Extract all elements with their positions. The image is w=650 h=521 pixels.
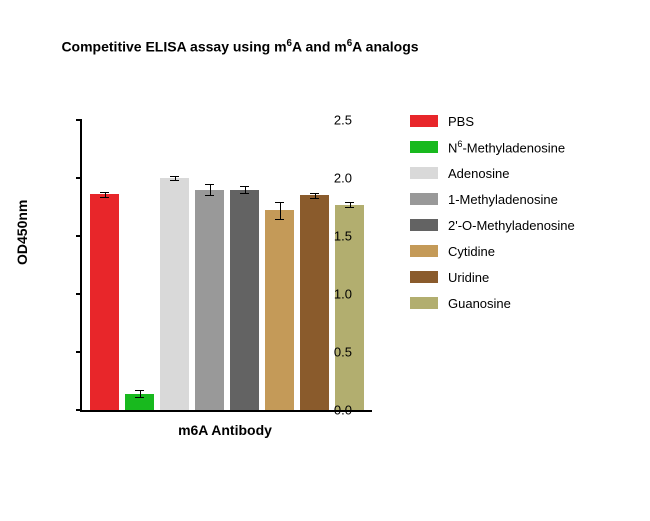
error-cap [310, 193, 319, 194]
legend-item: N6-Methyladenosine [410, 134, 575, 160]
legend-item: 2'-O-Methyladenosine [410, 212, 575, 238]
legend-item: 1-Methyladenosine [410, 186, 575, 212]
error-cap [135, 390, 144, 391]
ytick-label: 0.0 [334, 403, 352, 418]
legend-swatch [410, 193, 438, 205]
error-cap [205, 184, 214, 185]
legend-item: Cytidine [410, 238, 575, 264]
legend-swatch [410, 245, 438, 257]
legend-label: PBS [448, 114, 474, 129]
ytick-label: 2.5 [334, 113, 352, 128]
error-bar [280, 202, 281, 218]
chart-container: Competitive ELISA assay using m6A and m6… [0, 0, 650, 521]
ytick-mark [76, 177, 82, 179]
error-bar [245, 186, 246, 193]
legend: PBS N6-Methyladenosine Adenosine 1-Methylad… [410, 108, 575, 316]
legend-swatch [410, 271, 438, 283]
legend-item: Uridine [410, 264, 575, 290]
ytick-mark [76, 409, 82, 411]
y-axis-label: OD450nm [14, 200, 30, 265]
bar [265, 210, 294, 410]
ytick-label: 1.0 [334, 287, 352, 302]
error-bar [140, 390, 141, 397]
error-cap [170, 180, 179, 181]
error-cap [345, 207, 354, 208]
error-cap [310, 198, 319, 199]
plot-area [80, 120, 372, 412]
ytick-label: 1.5 [334, 229, 352, 244]
bar [160, 178, 189, 410]
legend-swatch [410, 167, 438, 179]
ytick-label: 2.0 [334, 171, 352, 186]
legend-item: Guanosine [410, 290, 575, 316]
legend-swatch [410, 219, 438, 231]
chart-title: Competitive ELISA assay using m6A and m6… [0, 38, 480, 55]
x-axis-label: m6A Antibody [80, 422, 370, 438]
legend-swatch [410, 297, 438, 309]
ytick-mark [76, 235, 82, 237]
legend-label: N6-Methyladenosine [448, 139, 565, 155]
legend-item: PBS [410, 108, 575, 134]
error-cap [100, 197, 109, 198]
legend-label: 1-Methyladenosine [448, 192, 558, 207]
error-cap [275, 219, 284, 220]
legend-swatch [410, 141, 438, 153]
legend-label: Adenosine [448, 166, 509, 181]
ytick-label: 0.5 [334, 345, 352, 360]
bar [195, 190, 224, 410]
ytick-mark [76, 351, 82, 353]
legend-label: Cytidine [448, 244, 495, 259]
legend-swatch [410, 115, 438, 127]
error-cap [275, 202, 284, 203]
error-cap [240, 186, 249, 187]
legend-label: 2'-O-Methyladenosine [448, 218, 575, 233]
bar [300, 195, 329, 410]
legend-label: Guanosine [448, 296, 511, 311]
ytick-mark [76, 293, 82, 295]
error-bar [210, 184, 211, 196]
error-cap [170, 176, 179, 177]
error-cap [345, 202, 354, 203]
bar [90, 194, 119, 410]
error-cap [205, 195, 214, 196]
error-cap [135, 397, 144, 398]
error-cap [100, 192, 109, 193]
bar [230, 190, 259, 410]
legend-item: Adenosine [410, 160, 575, 186]
legend-label: Uridine [448, 270, 489, 285]
ytick-mark [76, 119, 82, 121]
error-cap [240, 193, 249, 194]
